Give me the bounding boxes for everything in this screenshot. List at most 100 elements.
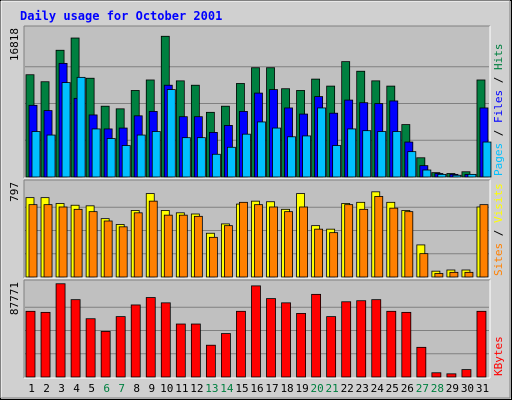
bar-sites-17 [269,206,278,278]
day-label-14: 14 [220,382,234,395]
bar-sites-27 [419,253,429,278]
legend-hits: Hits [492,44,505,71]
bar-sites-28 [434,273,444,278]
day-label-2: 2 [43,382,50,395]
bar-sites-31 [479,204,489,278]
day-label-25: 25 [386,382,399,395]
day-label-16: 16 [250,382,263,395]
bar-kbytes-5 [85,318,96,378]
day-label-30: 30 [461,382,474,395]
bar-pages-31 [482,141,492,178]
day-label-27: 27 [416,382,429,395]
bar-sites-20 [314,228,324,278]
bar-pages-16 [257,121,266,178]
legend-files: Files [492,90,505,123]
panel-legend: KBytes [492,336,505,376]
bar-sites-22 [344,204,354,278]
bar-kbytes-12 [190,323,201,378]
bar-pages-18 [287,136,296,178]
panel-hits: 16818 Pages / Files / Hits [8,25,505,179]
bar-kbytes-3 [55,283,66,378]
bar-pages-3 [61,82,71,178]
day-label-12: 12 [190,382,203,395]
legend-sites: Sites [492,243,505,276]
bar-pages-8 [136,134,146,178]
bar-pages-6 [106,138,116,178]
bar-sites-10 [163,214,173,278]
bar-pages-25 [392,131,402,178]
day-label-24: 24 [371,382,385,395]
bar-kbytes-10 [160,302,171,378]
bar-kbytes-16 [251,285,261,378]
bar-kbytes-13 [205,344,216,378]
legend-separator: / [492,123,505,143]
bar-pages-4 [76,76,86,178]
bar-pages-29 [452,174,462,178]
bar-sites-1 [28,204,38,278]
legend-pages: Pages [492,143,505,176]
bar-kbytes-1 [25,310,36,378]
series-pages [31,76,492,178]
day-label-18: 18 [280,382,293,395]
day-label-1: 1 [28,382,35,395]
day-label-13: 13 [205,382,218,395]
bar-kbytes-7 [115,316,126,378]
panel-visits: 797 Sites / Visits [8,179,505,279]
bar-kbytes-29 [446,373,457,378]
bar-kbytes-2 [40,311,51,378]
bar-sites-30 [464,271,474,278]
series-kbytes [25,283,487,378]
bar-kbytes-9 [145,297,156,378]
day-label-6: 6 [103,382,110,395]
bar-kbytes-25 [386,310,397,378]
bar-kbytes-15 [236,310,246,378]
bar-pages-21 [332,145,342,178]
bar-pages-26 [407,151,417,178]
bar-kbytes-19 [296,313,306,378]
panel-kbytes: 87771 KBytes [8,279,505,379]
bar-pages-7 [121,145,131,178]
series-sites [28,196,489,278]
bar-sites-5 [88,211,98,278]
bar-pages-1 [31,131,41,178]
legend-kbytes: KBytes [492,336,505,376]
bar-sites-14 [224,225,233,278]
bar-kbytes-14 [221,333,231,378]
bar-pages-27 [422,169,432,178]
bar-sites-12 [193,215,203,278]
bar-pages-30 [467,173,477,178]
day-labels: 1 2 3 4 5 6 7 8 9 10 11 12 13 14 15 16 17 18 19 20 21 22 23 24 2… [28,382,489,395]
bar-sites-2 [43,204,53,278]
bar-kbytes-23 [356,300,367,378]
bar-pages-14 [227,146,236,178]
bar-sites-25 [389,207,399,278]
bar-sites-11 [178,214,188,278]
bar-sites-4 [73,208,83,278]
bar-kbytes-8 [130,304,141,378]
bar-sites-21 [329,232,339,278]
bar-sites-18 [284,211,293,278]
day-label-11: 11 [175,382,188,395]
day-label-31: 31 [476,382,489,395]
day-label-17: 17 [265,382,278,395]
bar-kbytes-22 [341,301,352,378]
panel-max-label: 797 [8,182,21,202]
bar-pages-19 [302,135,311,178]
bar-sites-15 [239,201,248,278]
day-label-10: 10 [160,382,173,395]
panel-legend: Pages / Files / Hits [492,44,505,177]
bar-kbytes-4 [70,299,81,378]
bar-pages-13 [211,153,221,178]
bar-sites-3 [58,206,68,278]
bar-pages-5 [91,128,101,178]
day-label-28: 28 [431,382,444,395]
bar-sites-13 [208,236,218,278]
bar-kbytes-28 [431,372,442,378]
panel-max-label: 87771 [8,282,21,315]
bar-sites-6 [103,220,113,278]
bar-pages-17 [272,127,281,178]
day-label-29: 29 [446,382,459,395]
day-label-3: 3 [58,382,65,395]
bar-kbytes-17 [266,298,276,378]
